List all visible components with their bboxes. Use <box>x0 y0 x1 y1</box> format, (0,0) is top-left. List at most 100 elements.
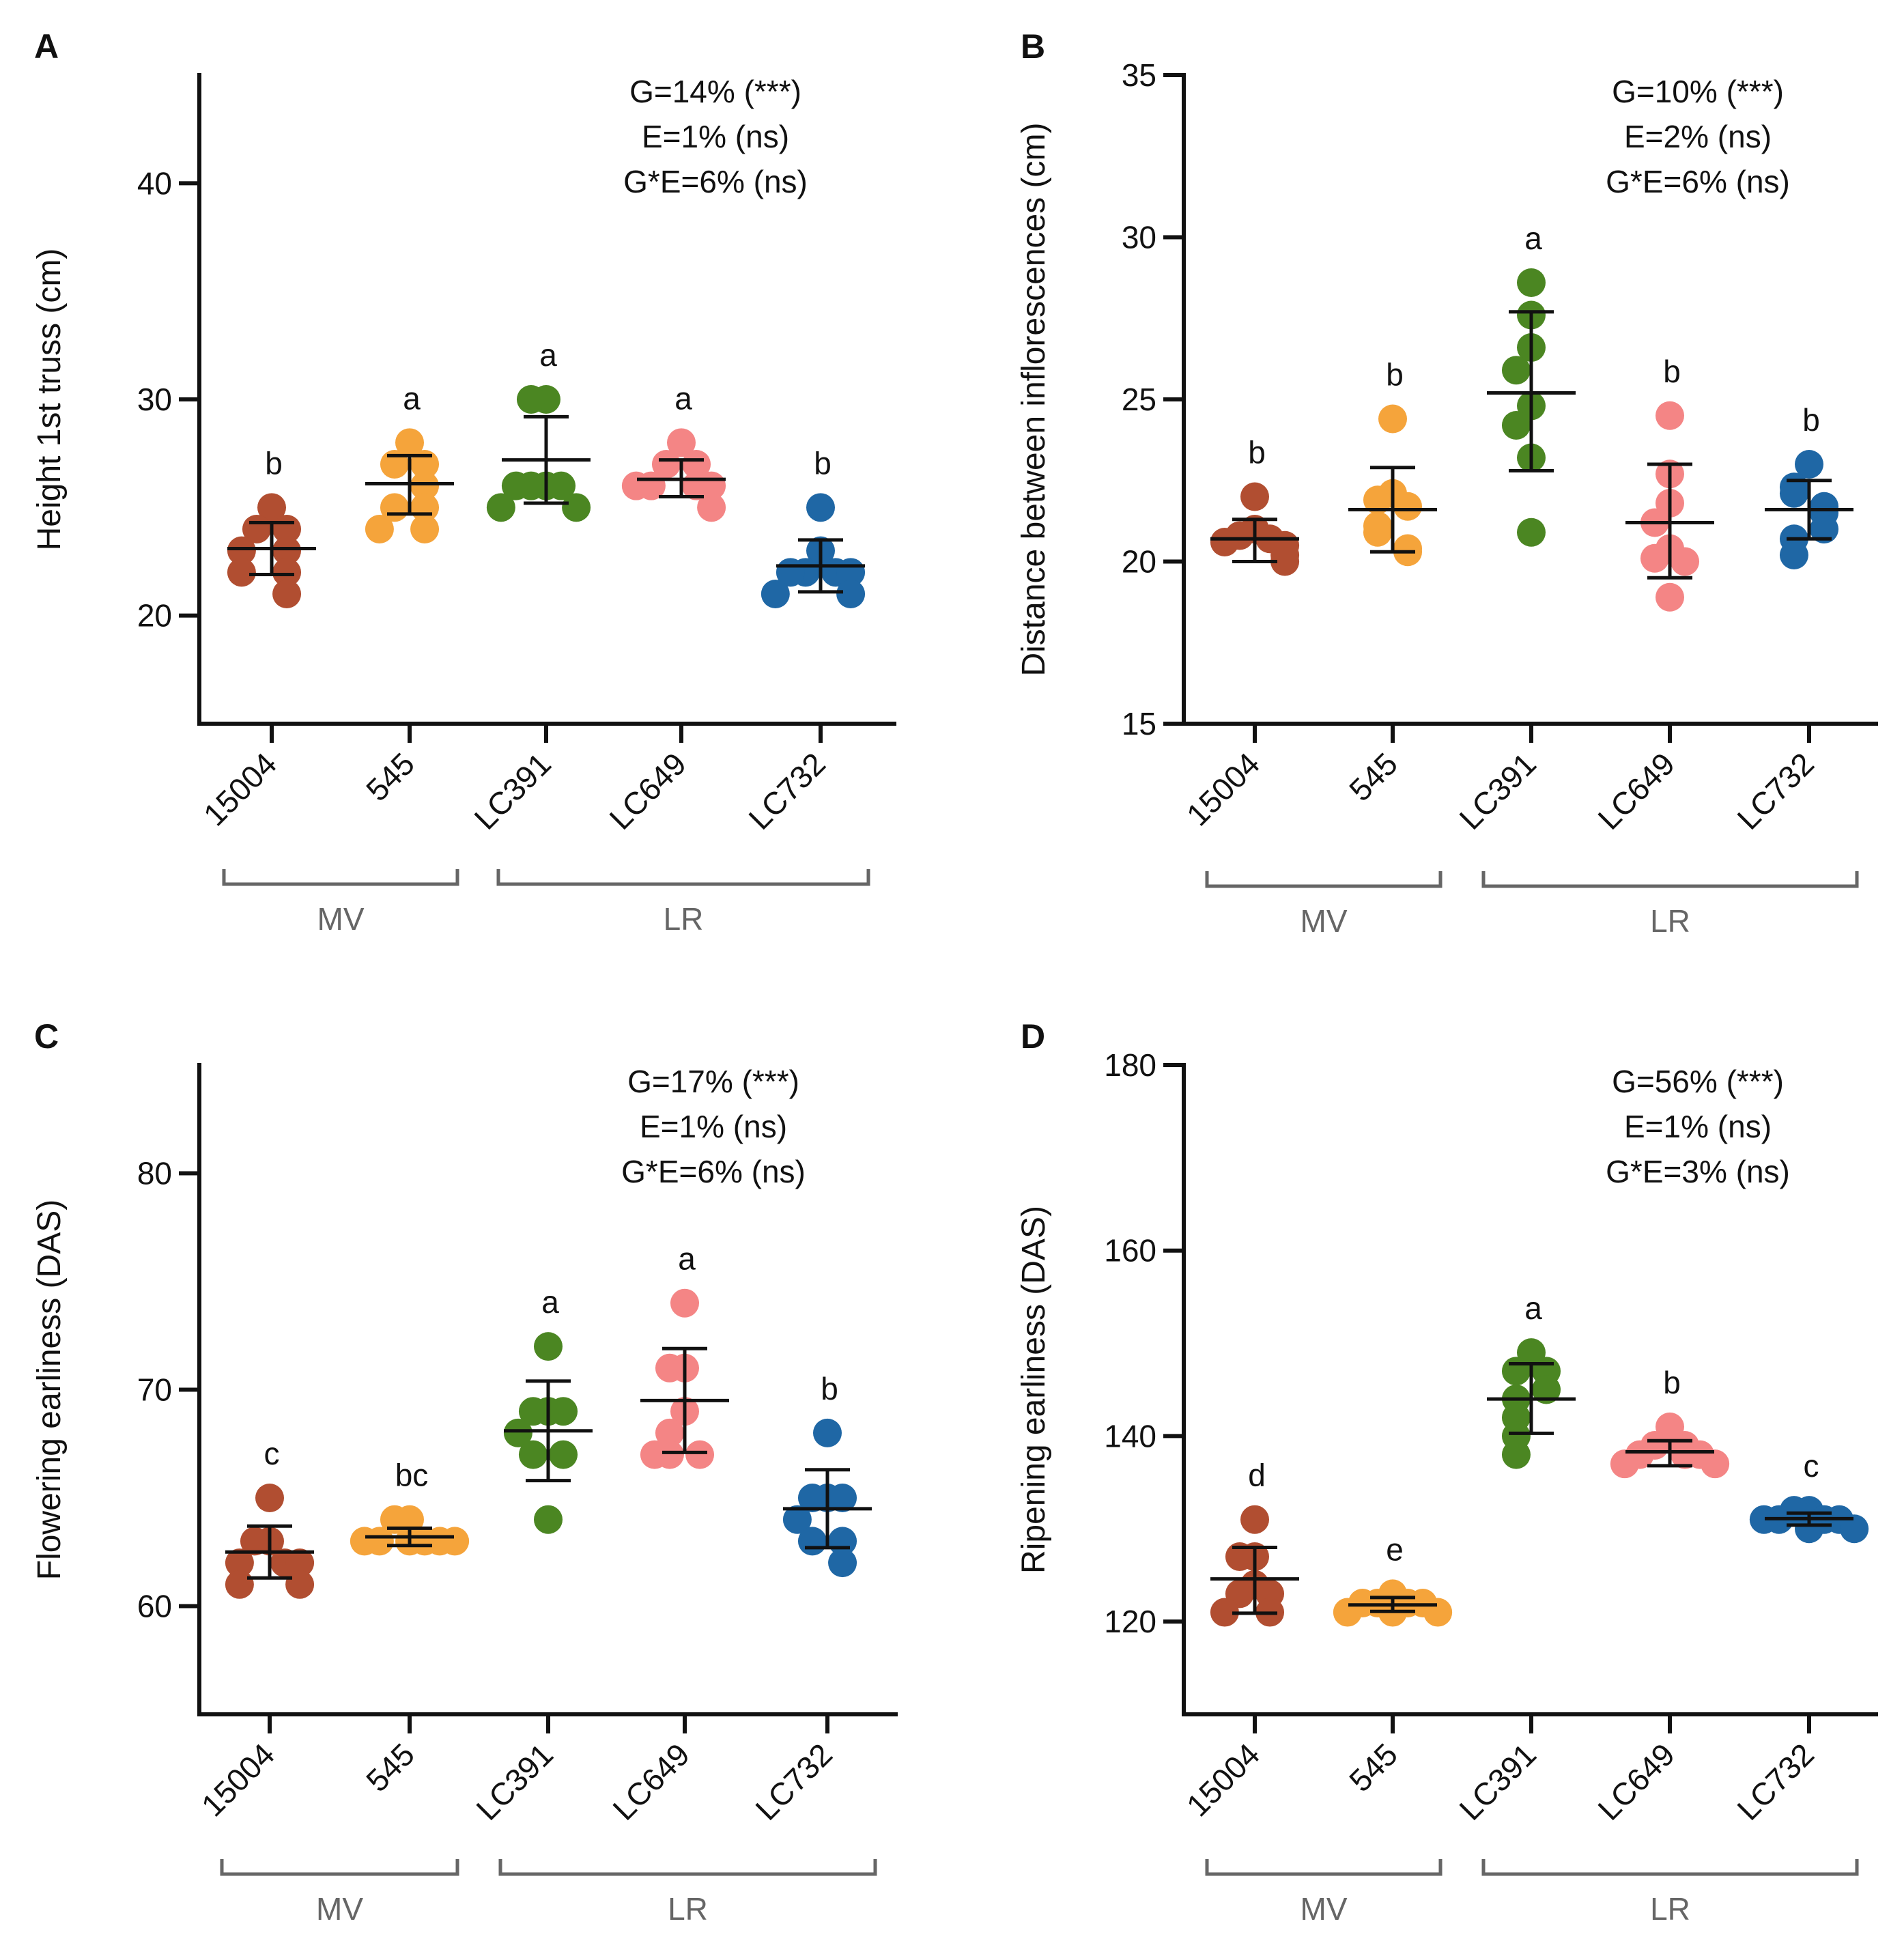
data-point <box>1701 1449 1730 1479</box>
series-LC649: a <box>640 1241 729 1469</box>
data-point <box>655 1418 684 1447</box>
y-tick-label: 20 <box>137 598 172 634</box>
data-point <box>797 1484 827 1512</box>
data-point <box>225 1548 254 1578</box>
panel-letter: A <box>34 27 59 66</box>
x-tick-label: LC649 <box>606 1736 696 1827</box>
data-point <box>682 450 711 479</box>
series-545: bc <box>350 1458 470 1556</box>
anova-stat: E=1% (ns) <box>642 119 789 154</box>
data-point <box>836 580 866 608</box>
data-point <box>1333 1598 1362 1627</box>
data-point <box>1501 411 1531 440</box>
anova-stat: E=2% (ns) <box>1624 119 1772 154</box>
data-point <box>685 1440 715 1469</box>
group-label: LR <box>664 901 704 937</box>
y-axis-title: Height 1st truss (cm) <box>31 249 68 551</box>
data-point <box>640 1440 669 1469</box>
data-point <box>1610 1449 1639 1479</box>
data-point <box>828 1548 857 1578</box>
anova-stat: G*E=6% (ns) <box>621 1154 806 1189</box>
x-tick-label: LC732 <box>741 746 832 836</box>
panel-A: A 20 30 40 Height 1st truss (cm) 15004 545 LC39… <box>31 27 896 937</box>
data-point <box>797 1527 827 1556</box>
x-tick-label: 545 <box>359 746 421 808</box>
y-tick-label: 70 <box>137 1372 172 1408</box>
group-label: LR <box>668 1891 708 1927</box>
series-545: b <box>1348 357 1437 567</box>
group-bracket <box>1205 1859 1443 1876</box>
data-point <box>255 1484 284 1512</box>
series-545: e <box>1333 1531 1453 1627</box>
y-tick-label: 120 <box>1104 1604 1156 1639</box>
group-bracket <box>222 869 459 886</box>
y-tick-label: 40 <box>137 165 172 201</box>
data-point <box>240 1527 269 1556</box>
group-label: MV <box>316 1891 363 1927</box>
data-point <box>1517 518 1546 547</box>
data-point <box>1501 1357 1531 1386</box>
significance-letter: b <box>1663 1365 1681 1400</box>
x-tick-label: LC649 <box>602 746 693 836</box>
data-point <box>350 1527 379 1556</box>
data-point <box>1393 492 1423 521</box>
anova-stat: G*E=3% (ns) <box>1606 1154 1790 1189</box>
data-point <box>534 1505 563 1534</box>
group-label: LR <box>1650 903 1690 939</box>
series-LC391: a <box>486 337 591 522</box>
x-tick-label: 545 <box>359 1736 421 1798</box>
data-point <box>547 471 576 500</box>
data-point <box>697 493 726 522</box>
data-point <box>1363 518 1392 547</box>
y-tick-label: 35 <box>1122 57 1156 93</box>
data-point <box>410 471 440 500</box>
data-point <box>1240 1505 1269 1534</box>
group-label: MV <box>1301 1891 1348 1927</box>
data-point <box>365 515 394 543</box>
group-bracket <box>496 869 870 886</box>
data-point <box>549 1397 578 1426</box>
data-point <box>1779 541 1808 569</box>
x-tick-label: LC732 <box>1730 746 1821 836</box>
significance-letter: b <box>1248 435 1266 470</box>
anova-stat: E=1% (ns) <box>1624 1109 1772 1144</box>
series-LC391: a <box>1487 221 1576 547</box>
panel-D: D 120 140 160 180 Ripening earliness (DAS) 150… <box>1016 1017 1878 1927</box>
x-tick-label: LC732 <box>1730 1736 1821 1827</box>
data-point <box>534 1332 563 1361</box>
data-point <box>440 1527 470 1556</box>
significance-letter: c <box>1804 1448 1819 1484</box>
y-axis-title: Distance between inflorescences (cm) <box>1016 122 1052 676</box>
x-tick-label: 15004 <box>197 746 283 832</box>
y-tick-label: 80 <box>137 1156 172 1191</box>
y-tick-label: 25 <box>1122 382 1156 417</box>
y-axis-title: Flowering earliness (DAS) <box>31 1200 68 1581</box>
data-point <box>227 536 256 565</box>
x-tick-label: LC649 <box>1591 746 1681 836</box>
anova-stat: E=1% (ns) <box>640 1109 787 1144</box>
data-point <box>503 1418 532 1447</box>
y-tick-label: 180 <box>1104 1047 1156 1083</box>
data-point <box>225 1570 254 1599</box>
data-point <box>828 1484 857 1512</box>
x-tick-label: LC732 <box>748 1736 839 1827</box>
significance-letter: b <box>1386 357 1404 393</box>
x-tick-label: LC391 <box>467 746 558 836</box>
significance-letter: e <box>1386 1531 1404 1567</box>
data-point <box>1240 482 1269 511</box>
y-tick-label: 20 <box>1122 544 1156 580</box>
data-point <box>285 1548 315 1578</box>
data-point <box>486 493 515 522</box>
data-point <box>1640 543 1669 573</box>
significance-letter: b <box>1663 354 1681 389</box>
data-point <box>1795 1514 1823 1544</box>
data-point <box>1423 1598 1453 1627</box>
panel-C: C 60 70 80 Flowering earliness (DAS) 15004 545… <box>31 1017 898 1927</box>
series-LC649: a <box>621 380 726 522</box>
data-point <box>1270 547 1300 576</box>
x-tick-label: LC391 <box>1452 746 1543 836</box>
group-bracket <box>498 1859 877 1876</box>
data-point <box>518 1440 548 1469</box>
data-point <box>1501 356 1531 385</box>
